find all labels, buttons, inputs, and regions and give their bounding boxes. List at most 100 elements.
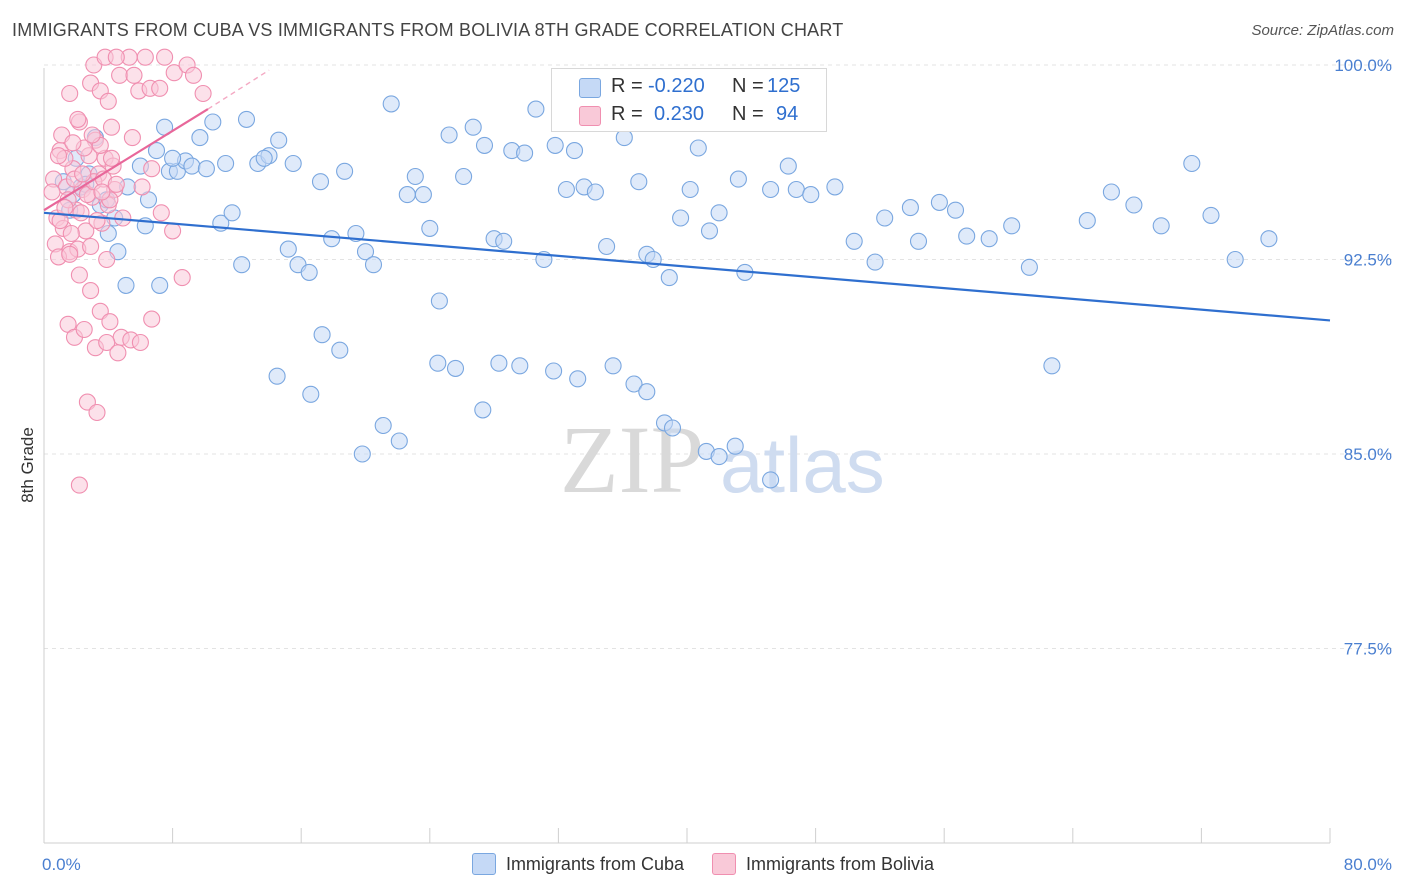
stats-row-cuba: R = -0.220 N = 125 — [552, 72, 826, 102]
point-cuba — [302, 385, 320, 403]
point-cuba — [1043, 357, 1061, 375]
stats-box: R = -0.220 N = 125 R = 0.230 N = 94 — [551, 68, 827, 132]
point-cuba — [545, 362, 563, 380]
point-bolivia — [136, 48, 154, 66]
point-cuba — [300, 263, 318, 281]
point-bolivia — [143, 160, 161, 178]
point-bolivia — [107, 175, 125, 193]
point-cuba — [398, 186, 416, 204]
point-bolivia — [164, 222, 182, 240]
point-cuba — [336, 162, 354, 180]
point-cuba — [726, 437, 744, 455]
point-bolivia — [125, 66, 143, 84]
point-cuba — [475, 136, 494, 154]
point-cuba — [197, 160, 215, 178]
point-cuba — [414, 186, 432, 204]
point-cuba — [901, 199, 919, 217]
point-bolivia — [143, 310, 161, 328]
point-cuba — [876, 209, 894, 227]
stats-n-value: 125 — [767, 75, 801, 97]
point-bolivia — [99, 92, 117, 110]
stats-n-label: N = — [732, 75, 764, 97]
point-bolivia — [98, 250, 116, 269]
stats-swatch-cuba — [579, 78, 601, 98]
point-cuba — [729, 170, 747, 188]
point-cuba — [421, 219, 439, 237]
watermark-atlas: atlas — [720, 421, 885, 509]
point-cuba — [223, 204, 241, 222]
trendline-bolivia-extension — [207, 69, 270, 110]
point-cuba — [710, 204, 728, 222]
point-bolivia — [123, 129, 141, 147]
point-bolivia — [93, 183, 111, 201]
point-cuba — [557, 180, 575, 199]
point-bolivia — [109, 344, 127, 362]
source-label: Source: ZipAtlas.com — [1251, 22, 1394, 39]
point-cuba — [191, 129, 209, 147]
point-cuba — [638, 383, 656, 401]
point-bolivia — [64, 134, 82, 152]
stats-n-label: N = — [732, 103, 764, 125]
point-cuba — [204, 113, 222, 131]
point-cuba — [909, 232, 928, 250]
point-cuba — [455, 167, 473, 186]
points-layer — [43, 48, 1278, 494]
point-cuba — [430, 292, 448, 310]
legend-label-bolivia: Immigrants from Bolivia — [746, 853, 935, 874]
point-cuba — [464, 118, 482, 136]
point-bolivia — [133, 178, 151, 196]
point-cuba — [930, 193, 948, 211]
point-cuba — [787, 180, 805, 199]
point-cuba — [406, 167, 424, 186]
point-cuba — [779, 157, 797, 175]
point-cuba — [474, 401, 492, 419]
y-axis-label: 8th Grade — [18, 427, 37, 503]
stats-r-label: R = — [611, 103, 643, 125]
point-cuba — [490, 354, 508, 372]
point-cuba — [630, 173, 648, 191]
point-bolivia — [69, 110, 87, 128]
point-cuba — [374, 416, 392, 435]
point-bolivia — [88, 403, 106, 422]
point-bolivia — [83, 126, 101, 144]
point-cuba — [845, 232, 863, 250]
grid-layer — [44, 64, 1392, 649]
point-bolivia — [152, 204, 170, 222]
point-cuba — [660, 269, 678, 287]
point-cuba — [1202, 206, 1220, 224]
point-cuba — [164, 149, 182, 167]
point-cuba — [440, 126, 458, 144]
point-cuba — [700, 222, 719, 240]
point-cuba — [313, 326, 331, 344]
point-cuba — [598, 237, 616, 256]
point-cuba — [546, 136, 564, 154]
point-cuba — [663, 419, 682, 437]
point-cuba — [356, 243, 375, 261]
series-bolivia — [43, 48, 212, 494]
point-bolivia — [61, 84, 79, 103]
y-tick-label: 92.5% — [1344, 250, 1392, 269]
legend-label-cuba: Immigrants from Cuba — [505, 853, 684, 874]
point-cuba — [237, 110, 256, 128]
legend-item-cuba[interactable]: Immigrants from Cuba — [471, 852, 684, 876]
point-cuba — [429, 354, 447, 372]
point-bolivia — [173, 269, 191, 287]
point-cuba — [117, 276, 135, 294]
legend-swatch-cuba — [471, 853, 496, 875]
point-bolivia — [194, 84, 212, 103]
point-cuba — [516, 144, 534, 162]
point-cuba — [217, 154, 235, 173]
point-bolivia — [72, 204, 90, 222]
trendline-cuba — [43, 211, 1331, 322]
point-cuba — [527, 100, 545, 118]
stats-swatch-bolivia — [579, 106, 601, 126]
legend-item-bolivia[interactable]: Immigrants from Bolivia — [712, 852, 934, 876]
point-cuba — [1226, 250, 1244, 269]
legend-swatch-bolivia — [712, 853, 736, 875]
watermark: ZIP atlas — [560, 406, 885, 513]
watermark-zip: ZIP — [560, 406, 704, 513]
point-bolivia — [70, 266, 88, 284]
y-tick-label: 85.0% — [1344, 445, 1392, 464]
point-cuba — [672, 209, 690, 227]
x-tick-label: 80.0% — [1344, 855, 1392, 874]
